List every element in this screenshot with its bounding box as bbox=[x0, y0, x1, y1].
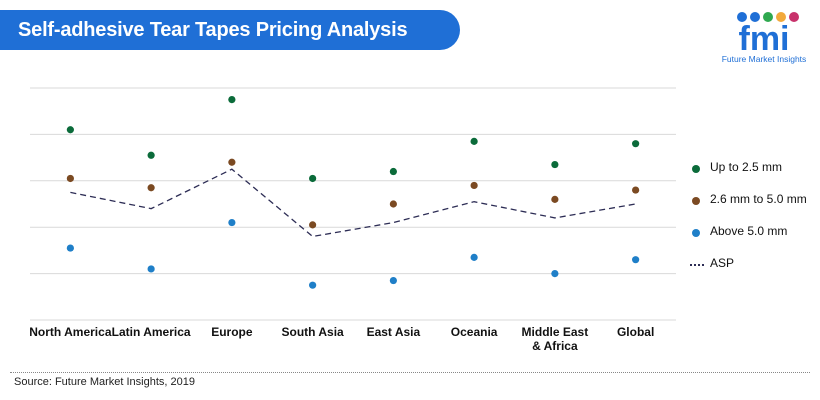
legend-label: Up to 2.5 mm bbox=[710, 160, 783, 174]
point-2-6-mm-to-5-0-mm bbox=[66, 174, 74, 183]
asp-series-line bbox=[70, 168, 636, 238]
x-tick-label: Latin America bbox=[112, 325, 191, 339]
x-tick-label: North America bbox=[29, 325, 112, 339]
point-above-5-0-mm bbox=[66, 244, 74, 252]
source-note: Source: Future Market Insights, 2019 bbox=[14, 376, 195, 388]
point-up-to-2-5-mm bbox=[632, 140, 640, 148]
point-2-6-mm-to-5-0-mm bbox=[147, 184, 155, 192]
source-divider bbox=[10, 372, 810, 373]
fmi-logo-mark: fmi bbox=[737, 12, 799, 58]
title-banner: Self-adhesive Tear Tapes Pricing Analysi… bbox=[0, 10, 460, 50]
legend-marker-up-to-2-5 bbox=[692, 165, 700, 173]
x-tick-label: South Asia bbox=[282, 325, 345, 339]
point-up-to-2-5-mm bbox=[551, 160, 559, 169]
point-above-5-0-mm bbox=[147, 265, 155, 273]
point-2-6-mm-to-5-0-mm bbox=[551, 195, 559, 203]
point-above-5-0-mm bbox=[551, 270, 559, 278]
x-tick-label: Oceania bbox=[451, 325, 498, 339]
point-above-5-0-mm bbox=[228, 218, 236, 227]
fmi-logo: fmi Future Market Insights bbox=[714, 8, 814, 64]
point-2-6-mm-to-5-0-mm bbox=[632, 186, 640, 194]
legend-label: ASP bbox=[710, 256, 735, 270]
legend-marker-asp bbox=[690, 264, 704, 266]
point-2-6-mm-to-5-0-mm bbox=[389, 200, 397, 208]
legend-label: 2.6 mm to 5.0 mm bbox=[710, 192, 807, 206]
point-up-to-2-5-mm bbox=[470, 137, 478, 145]
point-up-to-2-5-mm bbox=[389, 167, 397, 176]
point-2-6-mm-to-5-0-mm bbox=[470, 181, 478, 190]
x-tick-label: Europe bbox=[211, 325, 253, 339]
x-tick-label: East Asia bbox=[367, 325, 421, 339]
logo-wordmark: fmi bbox=[739, 20, 790, 54]
point-up-to-2-5-mm bbox=[228, 96, 236, 104]
point-above-5-0-mm bbox=[389, 276, 397, 285]
legend-marker-2-6-to-5-0 bbox=[692, 197, 700, 205]
logo-subtitle: Future Market Insights bbox=[721, 54, 807, 64]
point-above-5-0-mm bbox=[632, 256, 640, 264]
x-tick-label: Global bbox=[617, 325, 654, 339]
point-2-6-mm-to-5-0-mm bbox=[309, 221, 317, 229]
legend-label: Above 5.0 mm bbox=[710, 224, 788, 238]
point-2-6-mm-to-5-0-mm bbox=[228, 158, 236, 166]
pricing-scatter-chart: North America Latin America Europe South As… bbox=[29, 87, 676, 353]
point-up-to-2-5-mm bbox=[66, 126, 74, 134]
point-above-5-0-mm bbox=[470, 253, 478, 261]
point-up-to-2-5-mm bbox=[147, 151, 155, 159]
legend-marker-above-5-0 bbox=[692, 229, 700, 237]
point-above-5-0-mm bbox=[309, 281, 317, 289]
chart-title: Self-adhesive Tear Tapes Pricing Analysi… bbox=[18, 19, 408, 41]
point-up-to-2-5-mm bbox=[309, 174, 317, 183]
x-tick-label: Middle East & Africa bbox=[522, 325, 589, 353]
